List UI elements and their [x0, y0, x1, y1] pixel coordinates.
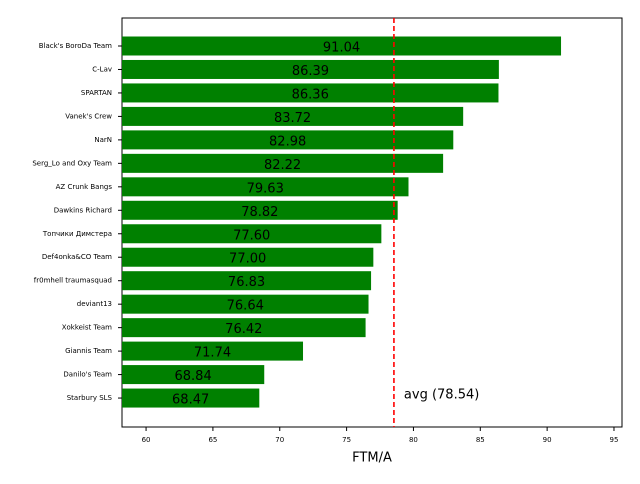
- value-label: 76.64: [227, 299, 264, 314]
- y-tick-label: Serg_Lo and Oxy Team: [32, 159, 112, 167]
- value-label: 86.39: [292, 64, 329, 79]
- bar: [122, 224, 382, 244]
- value-label: 77.00: [229, 252, 266, 267]
- x-tick-label: 85: [476, 436, 485, 444]
- bar: [122, 271, 372, 291]
- y-tick-label: Black's BoroDa Team: [39, 42, 112, 50]
- x-tick-label: 80: [409, 436, 418, 444]
- value-label: 86.36: [292, 87, 329, 102]
- value-label: 77.60: [233, 228, 270, 243]
- bar: [122, 153, 444, 173]
- y-tick-label: Giannis Team: [65, 347, 112, 355]
- value-label: 82.22: [264, 158, 301, 173]
- bar: [122, 318, 366, 338]
- x-axis-label: FTM/A: [352, 451, 392, 466]
- bar: [122, 130, 454, 150]
- y-tick-label: Starbury SLS: [67, 394, 113, 402]
- value-label: 76.42: [225, 322, 262, 337]
- x-tick-label: 90: [543, 436, 552, 444]
- y-tick-label: Dawkins Richard: [54, 206, 112, 214]
- y-tick-label: fr0mhell traumasquad: [34, 277, 112, 285]
- bar: [122, 83, 499, 103]
- bar: [122, 59, 499, 79]
- y-tick-label: Топчики Димстера: [42, 230, 112, 238]
- bar: [122, 106, 464, 126]
- bar: [122, 341, 304, 361]
- bar: [122, 177, 409, 197]
- plot-frame: [121, 17, 623, 428]
- x-tick-label: 75: [342, 436, 351, 444]
- value-label: 82.98: [269, 134, 306, 149]
- y-tick-label: AZ Crunk Bangs: [56, 183, 113, 191]
- bar: [122, 36, 562, 56]
- y-tick-label: deviant13: [77, 300, 112, 308]
- value-label: 68.47: [172, 393, 209, 408]
- bar: [122, 365, 265, 385]
- value-label: 83.72: [274, 111, 311, 126]
- bar: [122, 294, 369, 314]
- value-label: 68.84: [175, 369, 212, 384]
- y-tick-label: Danilo's Team: [63, 371, 112, 379]
- value-label: 79.63: [247, 181, 284, 196]
- x-tick-label: 95: [610, 436, 619, 444]
- value-label: 78.82: [241, 205, 278, 220]
- value-label: 71.74: [194, 346, 231, 361]
- value-label: 91.04: [323, 41, 360, 56]
- bar: [122, 247, 374, 267]
- bar: [122, 388, 260, 408]
- bar: [122, 200, 398, 220]
- average-label: avg (78.54): [404, 388, 479, 403]
- x-tick-label: 60: [142, 436, 151, 444]
- y-tick-label: SPARTAN: [81, 89, 112, 97]
- y-tick-label: NarN: [94, 136, 112, 144]
- x-tick-label: 65: [208, 436, 217, 444]
- value-label: 76.83: [228, 275, 265, 290]
- x-tick-label: 70: [275, 436, 284, 444]
- y-tick-label: Vanek's Crew: [65, 112, 112, 120]
- y-tick-label: Def4onka&CO Team: [42, 253, 112, 261]
- y-tick-label: C-Lav: [92, 65, 112, 73]
- y-tick-label: Xokkeist Team: [62, 324, 112, 332]
